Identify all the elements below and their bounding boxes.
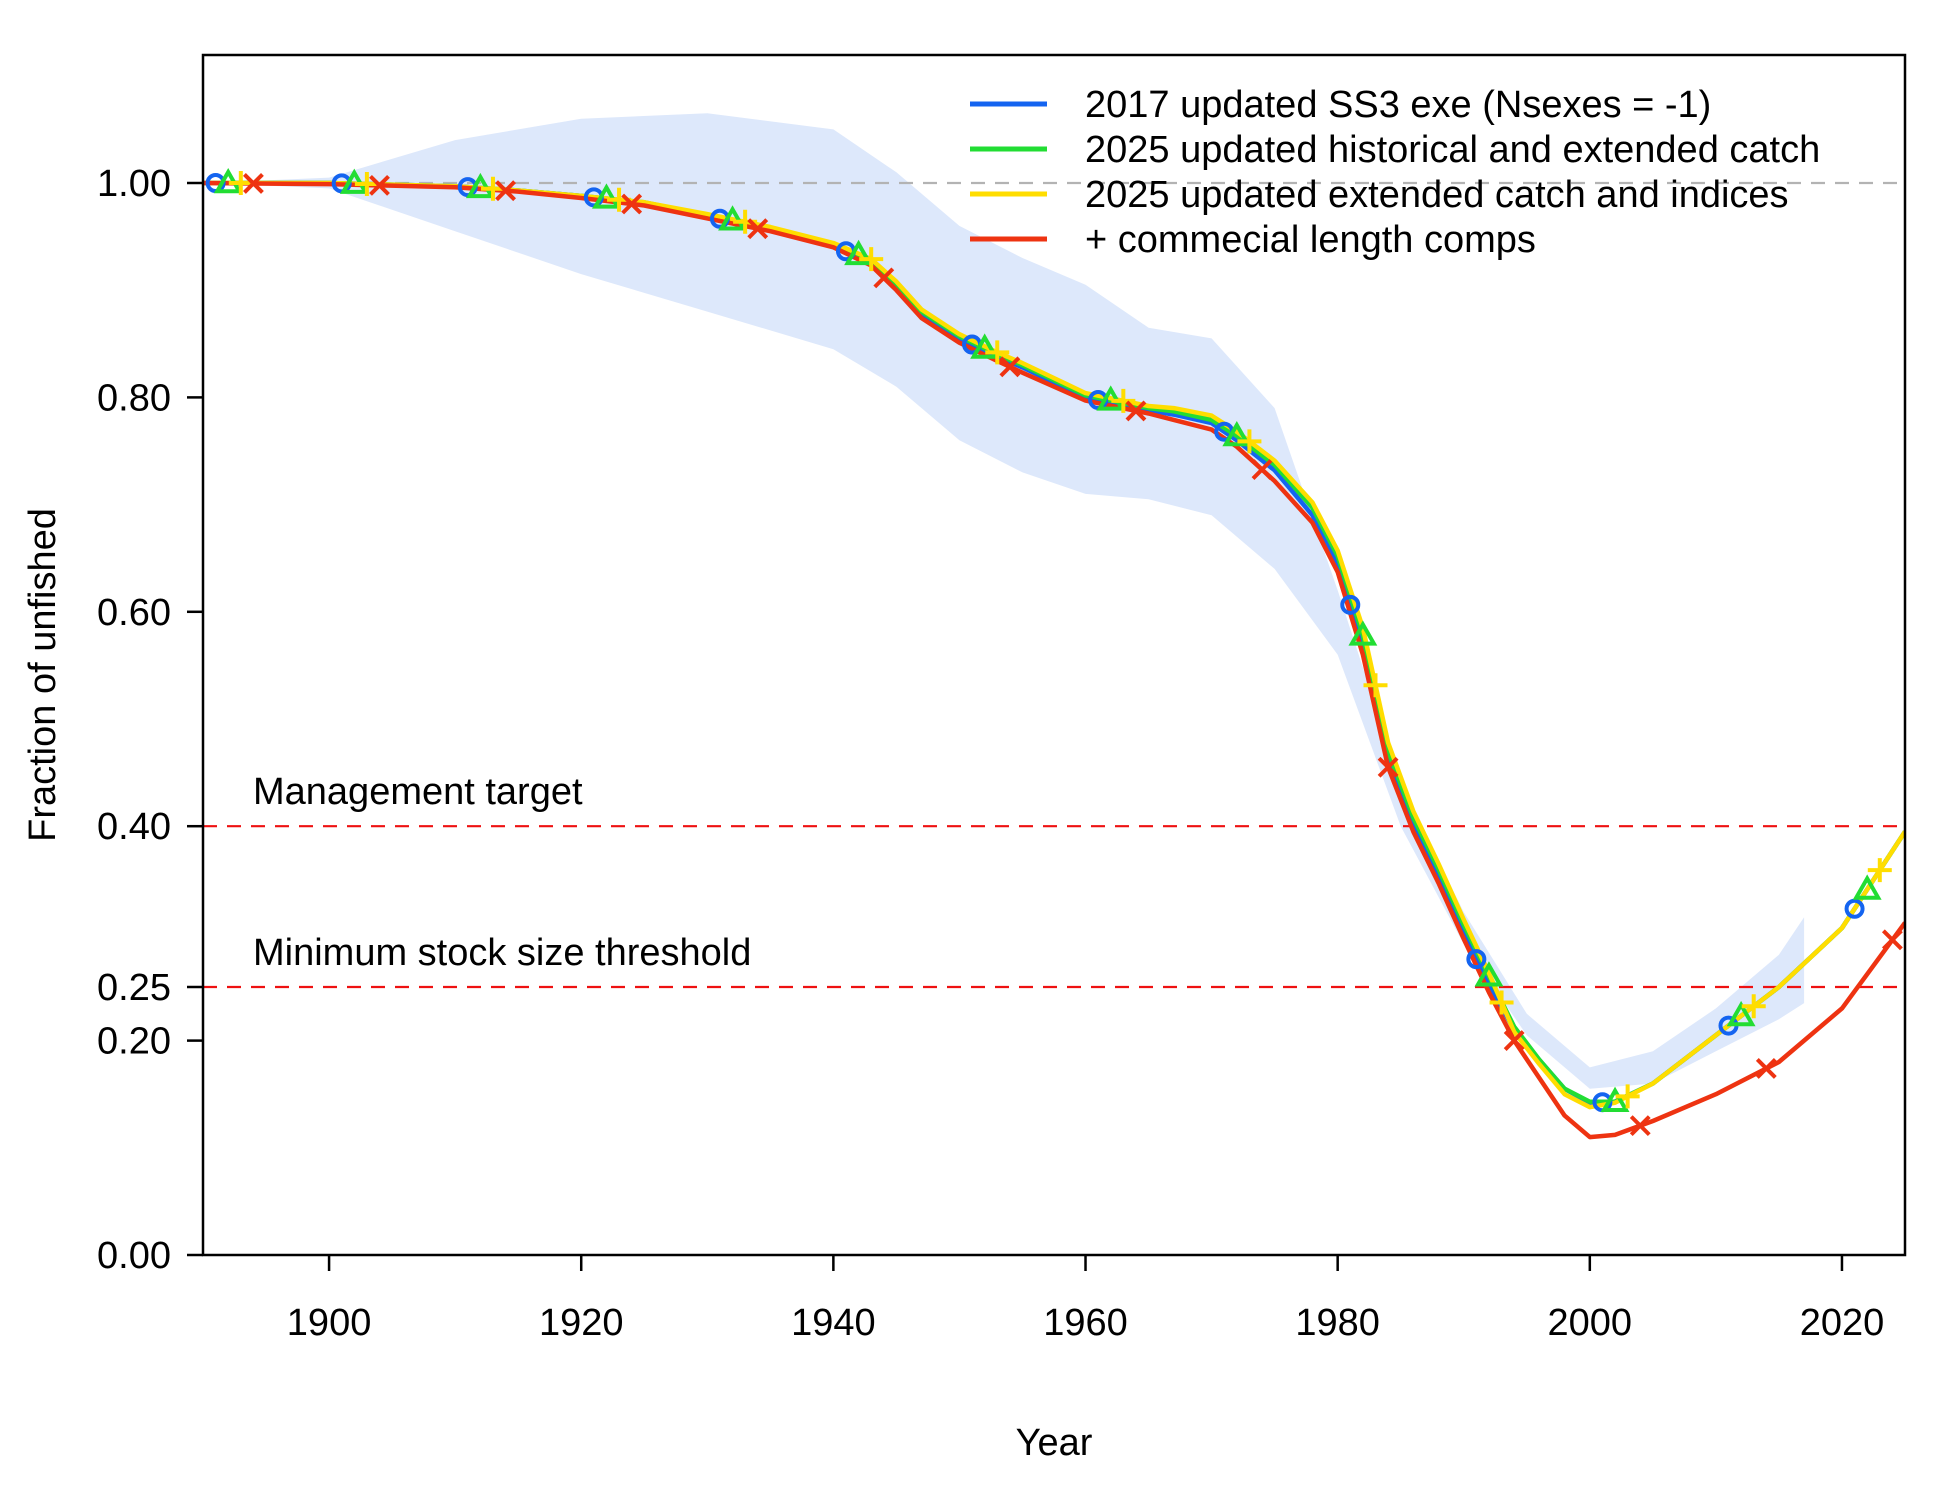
- series-marker: [844, 239, 874, 266]
- series-marker: [747, 218, 769, 240]
- reference-line-label: Management target: [253, 771, 583, 813]
- series-marker: [1629, 1115, 1651, 1137]
- series-marker: [1726, 1000, 1756, 1027]
- series-marker: [1251, 459, 1273, 480]
- axes-layer: 1900 1920 1940 1960 1980 2000 2020 0.00 0.20 0.25…: [97, 163, 1884, 1344]
- uncertainty-band: [203, 113, 1805, 1089]
- series-marker: [1340, 594, 1361, 615]
- series-marker: [1474, 961, 1504, 987]
- series-marker: [985, 340, 1010, 365]
- series-marker: [1111, 388, 1136, 413]
- series-marker: [970, 333, 1000, 359]
- series-marker: [1489, 990, 1514, 1015]
- y-tick-label: 0.80: [97, 377, 171, 419]
- x-tick-label: 1960: [1043, 1302, 1128, 1344]
- series-marker: [1844, 898, 1865, 919]
- reference-line-label: Minimum stock size threshold: [253, 932, 751, 974]
- legend-label: + commecial length comps: [1085, 219, 1536, 261]
- legend-label: 2025 updated extended catch and indices: [1085, 174, 1789, 216]
- legend-label: 2025 updated historical and extended cat…: [1085, 129, 1820, 171]
- series-marker: [859, 247, 884, 272]
- series-marker: [1867, 858, 1892, 883]
- y-tick-label: 0.25: [97, 967, 171, 1009]
- series-marker: [1363, 673, 1388, 698]
- series-marker: [1615, 1084, 1640, 1109]
- x-tick-label: 1920: [539, 1302, 624, 1344]
- x-tick-label: 2000: [1548, 1302, 1633, 1344]
- y-tick-label: 0.20: [97, 1021, 171, 1063]
- series-marker: [591, 183, 621, 209]
- uncertainty-band-layer: [203, 113, 1805, 1089]
- x-tick-label: 1940: [791, 1302, 876, 1344]
- y-tick-label: 0.40: [97, 806, 171, 848]
- series-marker: [243, 173, 264, 194]
- x-tick-label: 1900: [287, 1302, 372, 1344]
- x-tick-label: 2020: [1800, 1302, 1885, 1344]
- series-marker: [1377, 756, 1399, 778]
- legend-label: 2017 updated SS3 exe (Nsexes = -1): [1085, 84, 1711, 126]
- x-tick-label: 1980: [1295, 1302, 1380, 1344]
- plot-frame: [201, 53, 1907, 1257]
- series-marker: [1222, 420, 1252, 447]
- legend: 2017 updated SS3 exe (Nsexes = -1)2025 u…: [970, 84, 1820, 261]
- series-markers-layer: [205, 167, 1903, 1137]
- y-tick-label: 0.00: [97, 1235, 171, 1277]
- series-marker: [495, 180, 516, 202]
- series-marker: [1348, 620, 1378, 646]
- y-tick-label: 1.00: [97, 163, 171, 205]
- x-axis-label: Year: [1016, 1422, 1093, 1464]
- series-marker: [1125, 400, 1147, 422]
- series-marker: [1466, 949, 1487, 970]
- series-marker: [873, 267, 895, 289]
- series-marker: [621, 193, 643, 215]
- series-marker: [465, 172, 495, 199]
- series-marker: [228, 171, 253, 195]
- y-axis-label: Fraction of unfished: [22, 508, 64, 842]
- series-marker: [1237, 429, 1262, 454]
- series-marker: [1881, 929, 1903, 951]
- series-marker: [718, 205, 747, 231]
- series-marker: [1741, 994, 1766, 1019]
- series-marker: [1755, 1058, 1777, 1079]
- series-marker: [1600, 1086, 1630, 1112]
- reference-lines-layer: Management target Minimum stock size thre…: [203, 181, 1905, 989]
- series-marker: [354, 171, 379, 196]
- y-tick-label: 0.60: [97, 592, 171, 634]
- series-marker: [369, 174, 390, 196]
- series-marker: [1503, 1030, 1525, 1052]
- series-marker: [1852, 874, 1882, 900]
- series-marker: [999, 356, 1021, 378]
